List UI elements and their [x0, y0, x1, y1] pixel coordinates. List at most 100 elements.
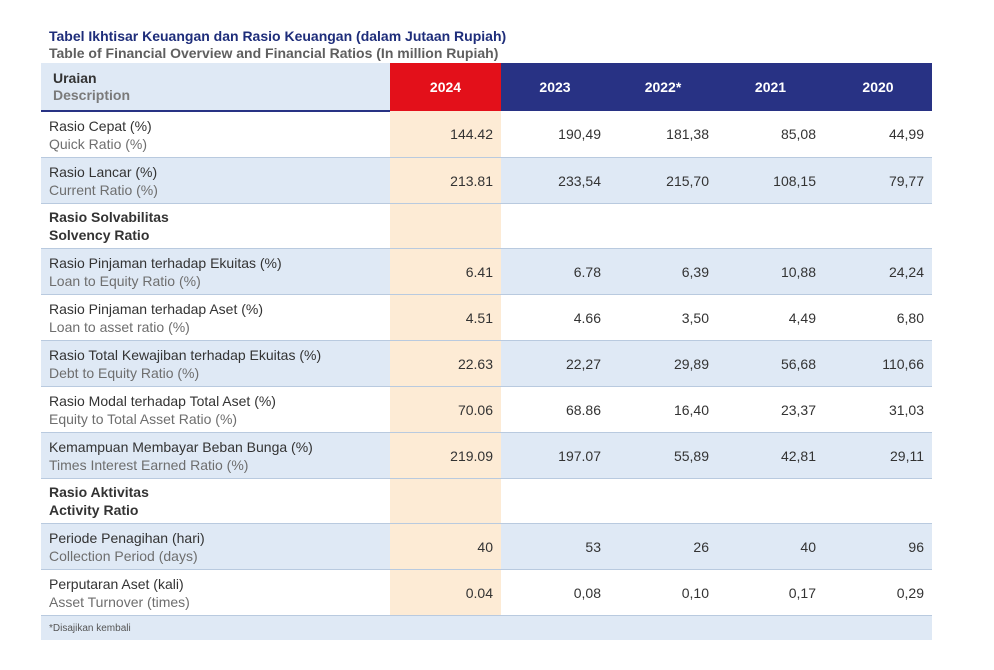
cell-2023: 4.66 [501, 294, 609, 341]
row-label-en: Times Interest Earned Ratio (%) [49, 456, 249, 473]
cell-2023: 233,54 [501, 157, 609, 204]
row-label-en: Asset Turnover (times) [49, 593, 190, 610]
table-row: Rasio Lancar (%) Current Ratio (%) 213.81 2… [41, 157, 932, 204]
row-description: Rasio Pinjaman terhadap Ekuitas (%) Loan … [41, 248, 390, 295]
cell-2024: 4.51 [390, 294, 501, 341]
header-year-2024: 2024 [390, 63, 501, 111]
row-label-id: Kemampuan Membayar Beban Bunga (%) [49, 438, 313, 455]
table-row: Rasio Pinjaman terhadap Ekuitas (%) Loan … [41, 248, 932, 295]
row-label-en: Solvency Ratio [49, 227, 150, 243]
cell-2021: 85,08 [717, 111, 824, 158]
row-label-id: Rasio Total Kewajiban terhadap Ekuitas (… [49, 346, 322, 363]
header-year-2022: 2022* [609, 63, 717, 111]
header-year-2020: 2020 [824, 63, 932, 111]
row-label-id: Rasio Pinjaman terhadap Aset (%) [49, 300, 263, 317]
cell-2023 [501, 478, 609, 524]
cell-2024: 22.63 [390, 340, 501, 387]
row-label-id: Rasio Cepat (%) [49, 117, 152, 134]
row-label-en: Debt to Equity Ratio (%) [49, 364, 200, 381]
cell-2021 [717, 203, 824, 249]
cell-2021 [717, 478, 824, 524]
row-description: Rasio Modal terhadap Total Aset (%) Equit… [41, 386, 390, 433]
table-row: Rasio Pinjaman terhadap Aset (%) Loan to … [41, 294, 932, 341]
cell-2021: 4,49 [717, 294, 824, 341]
table-row: Periode Penagihan (hari) Collection Perio… [41, 523, 932, 570]
cell-2021: 10,88 [717, 248, 824, 295]
row-description: Rasio Solvabilitas Solvency Ratio [41, 203, 390, 249]
cell-2021: 56,68 [717, 340, 824, 387]
cell-2021: 108,15 [717, 157, 824, 204]
row-description: Rasio Cepat (%) Quick Ratio (%) [41, 111, 390, 158]
cell-2022: 29,89 [609, 340, 717, 387]
row-label-en: Equity to Total Asset Ratio (%) [49, 410, 238, 427]
cell-2022: 0,10 [609, 569, 717, 616]
cell-2021: 40 [717, 523, 824, 570]
table-row: Rasio Modal terhadap Total Aset (%) Equit… [41, 386, 932, 433]
cell-2020 [824, 478, 932, 524]
row-label-id: Rasio Lancar (%) [49, 163, 158, 180]
cell-2021: 42,81 [717, 432, 824, 479]
cell-2020: 79,77 [824, 157, 932, 204]
row-label-en: Activity Ratio [49, 502, 139, 518]
cell-2024 [390, 478, 501, 524]
row-label-id: Rasio Pinjaman terhadap Ekuitas (%) [49, 254, 282, 271]
row-description: Rasio Aktivitas Activity Ratio [41, 478, 390, 524]
section-row: Rasio Aktivitas Activity Ratio [41, 478, 932, 524]
table-body: Rasio Cepat (%) Quick Ratio (%) 144.42 190,… [41, 111, 932, 616]
cell-2023: 68.86 [501, 386, 609, 433]
cell-2023: 197.07 [501, 432, 609, 479]
cell-2024: 144.42 [390, 111, 501, 158]
cell-2022 [609, 478, 717, 524]
cell-2021: 0,17 [717, 569, 824, 616]
header-row: Uraian Description 2024 2023 2022* 2021 … [41, 63, 932, 112]
header-desc-id: Uraian [53, 69, 97, 86]
cell-2023: 190,49 [501, 111, 609, 158]
row-label-id: Rasio Modal terhadap Total Aset (%) [49, 392, 276, 409]
row-description: Rasio Lancar (%) Current Ratio (%) [41, 157, 390, 204]
table-row: Rasio Total Kewajiban terhadap Ekuitas (… [41, 340, 932, 387]
cell-2020: 44,99 [824, 111, 932, 158]
table-row: Rasio Cepat (%) Quick Ratio (%) 144.42 190,… [41, 111, 932, 158]
header-desc-en: Description [53, 86, 131, 103]
row-label-id: Rasio Solvabilitas [49, 209, 169, 225]
row-description: Rasio Pinjaman terhadap Aset (%) Loan to … [41, 294, 390, 341]
cell-2021: 23,37 [717, 386, 824, 433]
cell-2020: 110,66 [824, 340, 932, 387]
cell-2020: 29,11 [824, 432, 932, 479]
financial-ratio-table: Uraian Description 2024 2023 2022* 2021 … [41, 63, 932, 640]
header-year-2023: 2023 [501, 63, 609, 111]
row-description: Periode Penagihan (hari) Collection Perio… [41, 523, 390, 570]
cell-2022: 3,50 [609, 294, 717, 341]
cell-2020: 6,80 [824, 294, 932, 341]
row-description: Rasio Total Kewajiban terhadap Ekuitas (… [41, 340, 390, 387]
cell-2022 [609, 203, 717, 249]
cell-2020 [824, 203, 932, 249]
cell-2024 [390, 203, 501, 249]
cell-2024: 40 [390, 523, 501, 570]
footnote: *Disajikan kembali [41, 615, 932, 640]
cell-2022: 6,39 [609, 248, 717, 295]
cell-2023: 6.78 [501, 248, 609, 295]
cell-2024: 219.09 [390, 432, 501, 479]
cell-2023: 53 [501, 523, 609, 570]
cell-2023: 0,08 [501, 569, 609, 616]
row-label-en: Loan to asset ratio (%) [49, 318, 190, 335]
cell-2023: 22,27 [501, 340, 609, 387]
cell-2023 [501, 203, 609, 249]
cell-2020: 24,24 [824, 248, 932, 295]
table-title-en: Table of Financial Overview and Financia… [49, 45, 499, 61]
cell-2024: 213.81 [390, 157, 501, 204]
table-row: Kemampuan Membayar Beban Bunga (%) Times … [41, 432, 932, 479]
row-description: Kemampuan Membayar Beban Bunga (%) Times … [41, 432, 390, 479]
table-row: Perputaran Aset (kali) Asset Turnover (ti… [41, 569, 932, 616]
cell-2020: 96 [824, 523, 932, 570]
cell-2022: 26 [609, 523, 717, 570]
header-year-2021: 2021 [717, 63, 824, 111]
row-label-en: Current Ratio (%) [49, 181, 158, 198]
row-label-id: Rasio Aktivitas [49, 484, 149, 500]
footnote-row: *Disajikan kembali [41, 615, 932, 640]
cell-2024: 0.04 [390, 569, 501, 616]
cell-2022: 215,70 [609, 157, 717, 204]
cell-2020: 0,29 [824, 569, 932, 616]
cell-2024: 6.41 [390, 248, 501, 295]
